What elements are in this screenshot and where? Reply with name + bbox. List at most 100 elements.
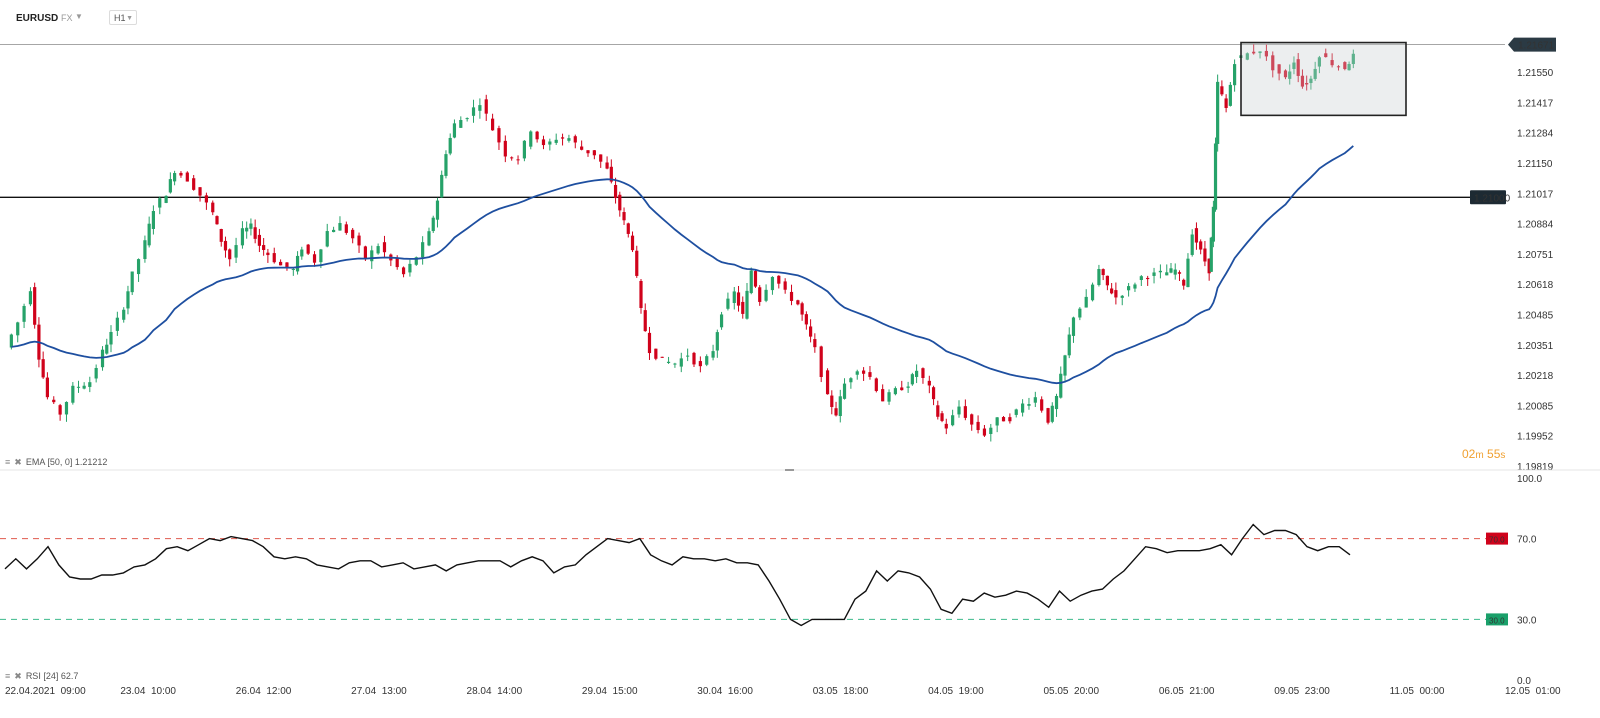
candle-body [654,348,658,359]
candle-body [522,140,526,159]
candle-body [1300,75,1305,87]
rsi-tick-label: 0.0 [1517,676,1531,687]
candle-body [970,414,974,425]
current-price-tag-bg [1508,37,1556,52]
ema-legend-label: EMA [25,457,45,467]
candle-body [1305,82,1309,85]
candle-body [1292,62,1296,69]
candle-body [272,253,276,263]
candle-body [228,249,232,260]
candle-body [764,289,768,301]
candle-body [185,172,189,182]
candle-body [626,223,630,234]
candle-body [126,291,130,309]
time-tick-label: 29.04 15:00 [582,686,638,697]
candle-body [868,372,872,377]
timeframe-select[interactable]: H1 ▼ [109,10,137,25]
candle-body [452,123,457,138]
close-icon[interactable]: ✖ [14,457,22,467]
candle-body [921,368,925,378]
price-tick-label: 1.20218 [1517,371,1554,382]
candle-body [679,358,683,367]
settings-icon[interactable]: ≡ [5,457,11,467]
symbol-label[interactable]: EURUSD [16,13,59,24]
candle-body [1033,397,1037,403]
candle-body [1190,234,1194,255]
candle-body [529,131,533,147]
rsi-ob-tag-text: 70.0 [1489,536,1505,545]
level-price-tag: 1.21000 [1470,190,1511,205]
candle-body [158,198,162,208]
candle-body [257,234,261,246]
candle-body [686,355,690,357]
candle-body [1146,277,1150,280]
candle-body [643,310,647,332]
time-tick-label: 28.04 14:00 [467,686,523,697]
candle-body [719,314,724,328]
candle-body [745,290,749,319]
rsi-tick-label: 100.0 [1517,474,1542,485]
candle-body [554,139,558,143]
candle-body [516,159,520,161]
candle-body [647,332,652,354]
candle-body [692,352,696,365]
candle-body [421,242,425,258]
candle-body [573,136,577,143]
candle-body [105,344,109,354]
rsi-legend: ≡ ✖ RSI [24] 62.7 [5,671,78,682]
candle-body [33,287,37,325]
candle-body [58,405,62,415]
candle-body [1014,409,1018,415]
candle-body [804,314,808,325]
candle-body [789,291,794,301]
price-tick-label: 1.19952 [1517,432,1554,443]
instrument-type-label[interactable]: FX [61,13,73,23]
settings-icon[interactable]: ≡ [5,671,11,681]
candle-body [1288,71,1292,79]
candle-body [1054,395,1059,410]
time-tick-label: 22.04.2021 09:00 [5,686,86,697]
candle-body [1071,317,1076,336]
candle-body [887,392,891,402]
close-icon[interactable]: ✖ [14,671,22,681]
candle-body [262,245,266,250]
time-tick-label: 23.04 10:00 [120,686,176,697]
level-tag-bg [1470,190,1506,205]
time-tick-label: 04.05 19:00 [928,686,984,697]
candle-body [931,387,936,400]
candle-body [64,401,69,415]
candle-body [726,298,730,309]
candle-body [285,262,289,268]
candle-body [240,228,245,246]
candle-body [279,261,283,266]
candle-body [1114,290,1118,298]
candle-body [813,339,817,348]
candle-body [147,223,151,246]
candle-body [1173,269,1177,275]
candle-body [52,399,56,403]
price-tick-label: 1.21284 [1517,129,1554,140]
candle-body [192,178,196,190]
candle-body [770,276,775,291]
candle-body [995,417,999,426]
candle-body [732,291,736,304]
candle-body [1063,355,1067,376]
chevron-down-icon[interactable]: ▼ [75,12,83,21]
ema-legend-params: [50, 0] [47,457,73,467]
candle-body [548,141,552,145]
candle-body [715,332,719,351]
consolidation-box [1240,41,1407,117]
candle-body [541,139,546,146]
candle-body [143,240,147,260]
candle-body [1046,408,1050,423]
candle-body [660,356,664,358]
candle-countdown: 02m 55s [1462,447,1506,461]
candle-body [471,107,476,116]
candle-body [173,173,177,182]
candle-body [1021,403,1025,413]
candle-body [940,413,944,421]
price-tick-label: 1.20618 [1517,280,1554,291]
candle-body [1059,373,1063,398]
time-tick-label: 03.05 18:00 [813,686,869,697]
